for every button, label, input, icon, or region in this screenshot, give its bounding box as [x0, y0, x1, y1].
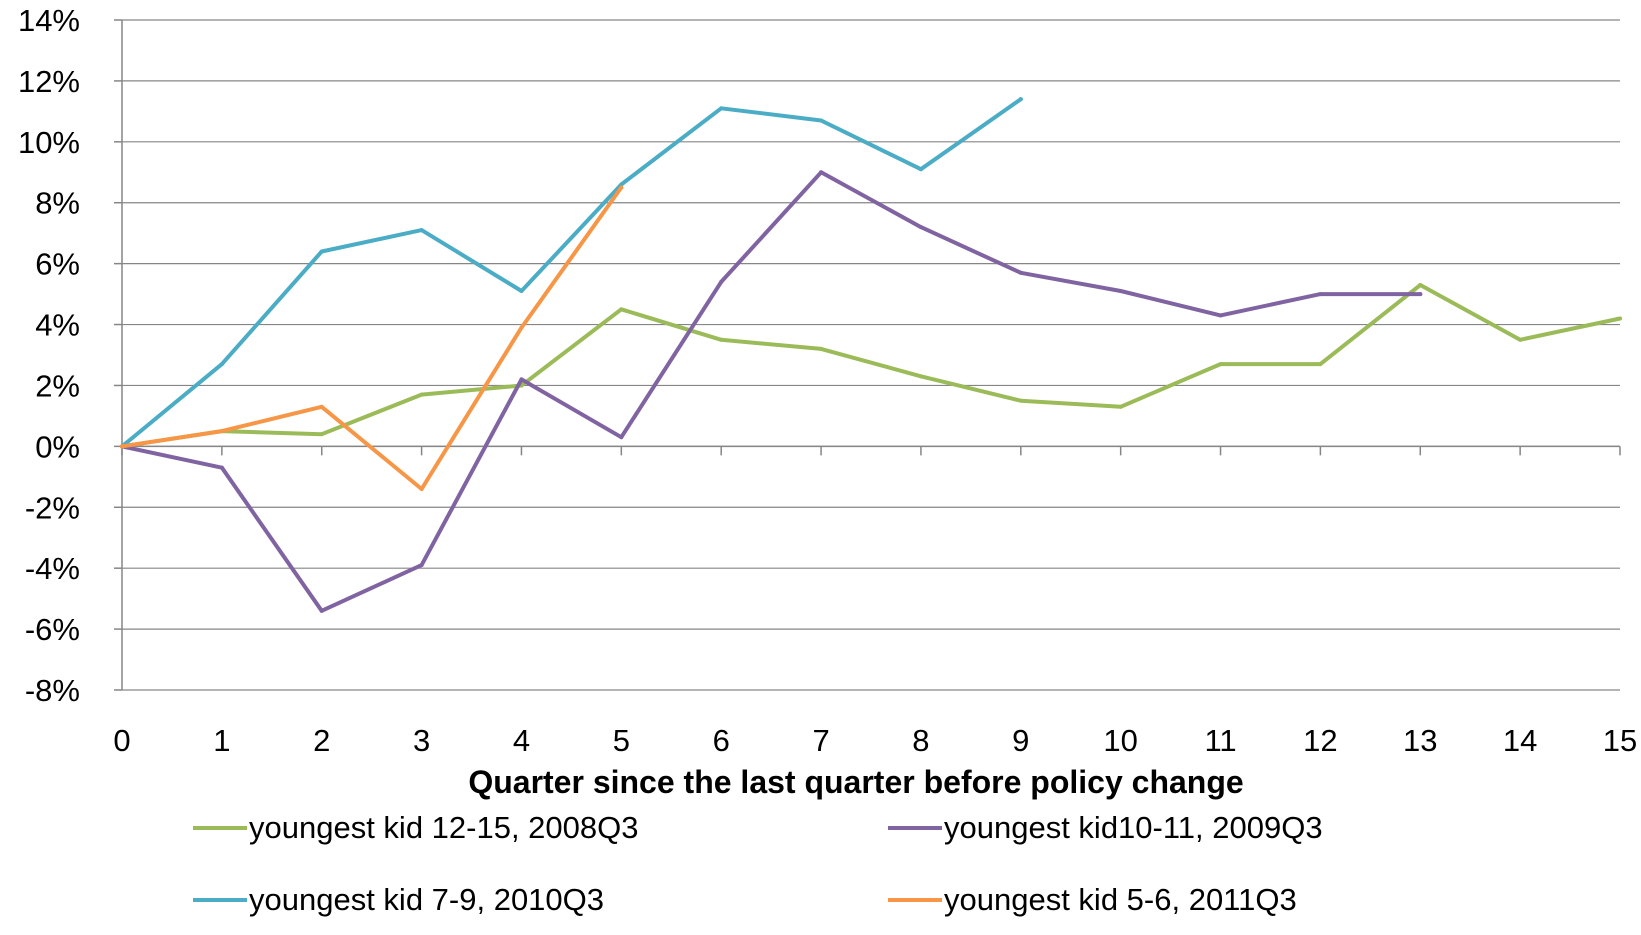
legend-label: youngest kid 7-9, 2010Q3	[249, 882, 604, 917]
data-point	[719, 106, 724, 111]
data-point	[319, 608, 324, 613]
y-axis-tick-labels: -8% -6% -4% -2% 0% 2% 4% 6% 8% 10% 12% 14%	[18, 3, 80, 708]
y-tick-label: -6%	[25, 612, 80, 647]
x-tick-label: 1	[213, 723, 230, 758]
x-tick-label: 5	[613, 723, 630, 758]
data-point	[1018, 97, 1023, 102]
data-point	[619, 435, 624, 440]
x-tick-label: 8	[912, 723, 929, 758]
data-point	[619, 185, 624, 190]
x-tick-label: 15	[1603, 723, 1637, 758]
y-tick-label: 12%	[18, 64, 80, 99]
x-tick-label: 12	[1303, 723, 1337, 758]
x-tick-label: 9	[1012, 723, 1029, 758]
data-point	[1118, 404, 1123, 409]
y-tick-label: 4%	[35, 308, 80, 343]
data-point	[419, 228, 424, 233]
data-point	[319, 249, 324, 254]
data-point	[1318, 362, 1323, 367]
x-tick-label: 10	[1103, 723, 1137, 758]
data-point	[1018, 398, 1023, 403]
data-point	[619, 307, 624, 312]
data-point	[519, 325, 524, 330]
y-tick-label: 10%	[18, 125, 80, 160]
data-point	[918, 167, 923, 172]
legend-label: youngest kid 12-15, 2008Q3	[249, 810, 639, 845]
data-point	[1118, 289, 1123, 294]
data-point	[120, 444, 124, 449]
data-point	[419, 563, 424, 568]
legend-label: youngest kid10-11, 2009Q3	[944, 810, 1323, 845]
x-tick-label: 3	[413, 723, 430, 758]
data-point	[719, 337, 724, 342]
y-tick-label: -4%	[25, 551, 80, 586]
data-point	[619, 182, 624, 187]
axes	[114, 19, 1621, 691]
data-point	[819, 170, 824, 175]
series-line-4	[120, 185, 624, 491]
data-point	[1218, 362, 1223, 367]
y-tick-label: -2%	[25, 490, 80, 525]
x-tick-label: 7	[812, 723, 829, 758]
series-line-1	[120, 283, 1622, 449]
x-tick-label: 2	[313, 723, 330, 758]
x-tick-label: 13	[1403, 723, 1437, 758]
data-point	[918, 374, 923, 379]
data-point	[1518, 337, 1523, 342]
x-axis-tick-labels: 0 1 2 3 4 5 6 7 8 9 10 11 12 13 14 15	[113, 723, 1637, 758]
x-tick-label: 0	[113, 723, 130, 758]
x-tick-label: 14	[1503, 723, 1537, 758]
y-tick-label: -8%	[25, 673, 80, 708]
data-point	[819, 118, 824, 123]
y-tick-label: 14%	[18, 3, 80, 38]
data-point	[1618, 316, 1622, 321]
data-point	[918, 225, 923, 230]
data-point	[819, 346, 824, 351]
data-point	[1318, 292, 1323, 297]
data-point	[319, 404, 324, 409]
legend: youngest kid 12-15, 2008Q3 youngest kid10…	[193, 810, 1323, 917]
data-point	[219, 429, 224, 434]
legend-label: youngest kid 5-6, 2011Q3	[944, 882, 1297, 917]
data-point	[219, 465, 224, 470]
data-point	[1418, 292, 1423, 297]
data-point	[419, 487, 424, 491]
data-point	[1018, 270, 1023, 275]
data-point	[519, 377, 524, 382]
x-tick-label: 6	[713, 723, 730, 758]
data-point	[1418, 282, 1423, 287]
data-point	[419, 392, 424, 397]
plot-series	[120, 97, 1622, 613]
data-point	[319, 432, 324, 437]
data-point	[219, 362, 224, 367]
x-tick-label: 11	[1204, 723, 1236, 758]
gridlines	[122, 19, 1620, 691]
data-point	[1218, 313, 1223, 318]
series-line-3	[120, 97, 1023, 449]
x-tick-label: 4	[513, 723, 530, 758]
data-point	[519, 289, 524, 294]
y-tick-label: 8%	[35, 186, 80, 221]
y-tick-label: 0%	[35, 429, 80, 464]
series-line-2	[120, 170, 1423, 613]
data-point	[719, 279, 724, 284]
y-tick-label: 6%	[35, 247, 80, 282]
x-axis-title: Quarter since the last quarter before po…	[468, 764, 1243, 800]
y-tick-label: 2%	[35, 368, 80, 403]
